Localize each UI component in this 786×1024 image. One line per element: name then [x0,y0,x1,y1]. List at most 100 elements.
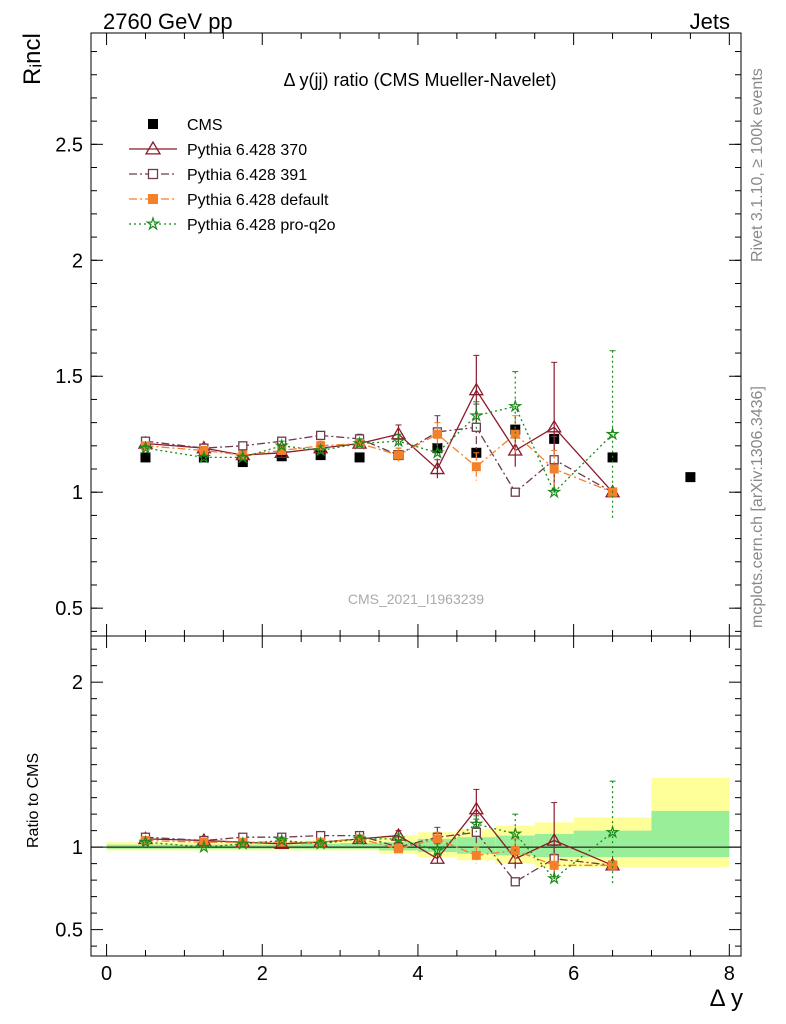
header-right: Jets [690,9,730,34]
data-point [429,461,446,475]
data-point [471,462,481,472]
data-point [274,438,289,452]
series-line [145,831,613,883]
x-tick-label: 8 [724,963,735,985]
y-tick-label: 0.5 [55,598,83,620]
legend-label: Pythia 6.428 391 [187,167,307,184]
data-point [147,168,159,180]
data-point [508,398,523,413]
series-pythia-6-428-pro-q2o [138,350,620,518]
green-band [340,843,380,849]
legend: CMS Pythia 6.428 370 Pythia 6.428 391 Pythi… [129,117,336,234]
header-left: 2760 GeV pp [103,9,233,34]
y-tick-label: 2 [72,672,83,694]
ratio-series [137,780,621,887]
legend-entry: Pythia 6.428 391 [129,167,307,184]
x-tick-label: 0 [101,963,112,985]
data-point [138,834,153,849]
legend-label: Pythia 6.428 pro-q2o [187,217,336,234]
green-band [456,837,496,854]
data-point [198,452,209,463]
series-line [145,426,613,494]
data-point [235,449,250,464]
green-band [651,810,730,858]
legend-entry: Pythia 6.428 pro-q2o [129,215,336,234]
data-point [391,831,406,845]
data-point [355,439,365,449]
data-point [393,844,403,854]
data-point [354,452,365,463]
data-point [237,457,248,468]
y-tick-label: 1.5 [55,366,83,388]
data-point [430,445,445,459]
series-pythia-6-428-default [140,415,618,497]
data-point [390,426,407,440]
data-point [352,435,367,450]
data-point [546,419,562,433]
data-point [549,464,559,474]
series-line [145,433,613,493]
data-point [148,119,158,129]
series-pythia-6-428-pro-q2o [138,780,620,885]
data-point [148,194,158,204]
ratio-ylabel: Ratio to CMS [25,753,42,848]
legend-label: Pythia 6.428 default [187,192,329,209]
y-tick-label: 1 [72,482,83,504]
analysis-watermark: CMS_2021_I1963239 [348,591,484,607]
data-point [549,860,559,870]
data-point [608,860,618,870]
data-point [510,424,521,435]
data-point [546,484,562,499]
data-point [430,842,445,857]
main-y-ticks: 0.5 1 1.5 2 2.5 [55,51,741,632]
series-line [145,405,614,494]
data-point [432,834,442,844]
ratio-y-ticks: 0.5 1 2 [55,648,741,947]
data-point [469,408,484,422]
x-axis-label: Δ y [710,985,743,1012]
main-x-ticks [106,33,730,636]
data-point [685,472,696,483]
data-point [546,871,562,885]
data-point [238,441,248,451]
data-point [315,430,326,441]
main-ylabel: Rᵢncl [19,33,46,85]
data-point [507,442,523,456]
data-point [508,826,523,841]
data-point [429,850,446,864]
data-point [432,429,442,439]
data-point [138,440,153,455]
y-tick-label: 2 [72,250,83,272]
data-point [391,433,406,448]
data-point [196,449,212,464]
data-point [605,426,620,441]
legend-label: CMS [187,117,223,134]
main-title: Δ y(jj) ratio (CMS Mueller-Navelet) [283,70,556,90]
legend-entry: CMS [148,117,223,134]
data-point [468,382,484,396]
data-point [469,816,484,831]
data-point [144,140,162,155]
legend-entry: Pythia 6.428 370 [129,140,307,159]
data-point [355,834,365,844]
data-point [605,824,620,839]
data-point [313,836,328,850]
x-tick-label: 6 [568,963,579,985]
data-point [313,442,328,457]
data-point [315,450,326,461]
series-line [145,808,613,866]
series-line [145,823,614,880]
series-line [145,388,614,493]
data-point [510,429,520,439]
data-point [145,215,161,231]
y-tick-label: 2.5 [55,134,83,156]
ratio-x-ticks: 0 2 4 6 8 [101,636,735,985]
data-point [468,801,484,815]
x-tick-label: 2 [257,963,268,985]
data-point [510,487,520,497]
x-tick-label: 4 [412,963,423,985]
main-panel: Δ y(jj) ratio (CMS Mueller-Navelet) Rᵢnc… [19,32,742,637]
data-point [140,452,151,463]
ratio-panel: Ratio to CMS Δ y 0.5 1 2 0 2 4 6 8 [25,635,743,1012]
